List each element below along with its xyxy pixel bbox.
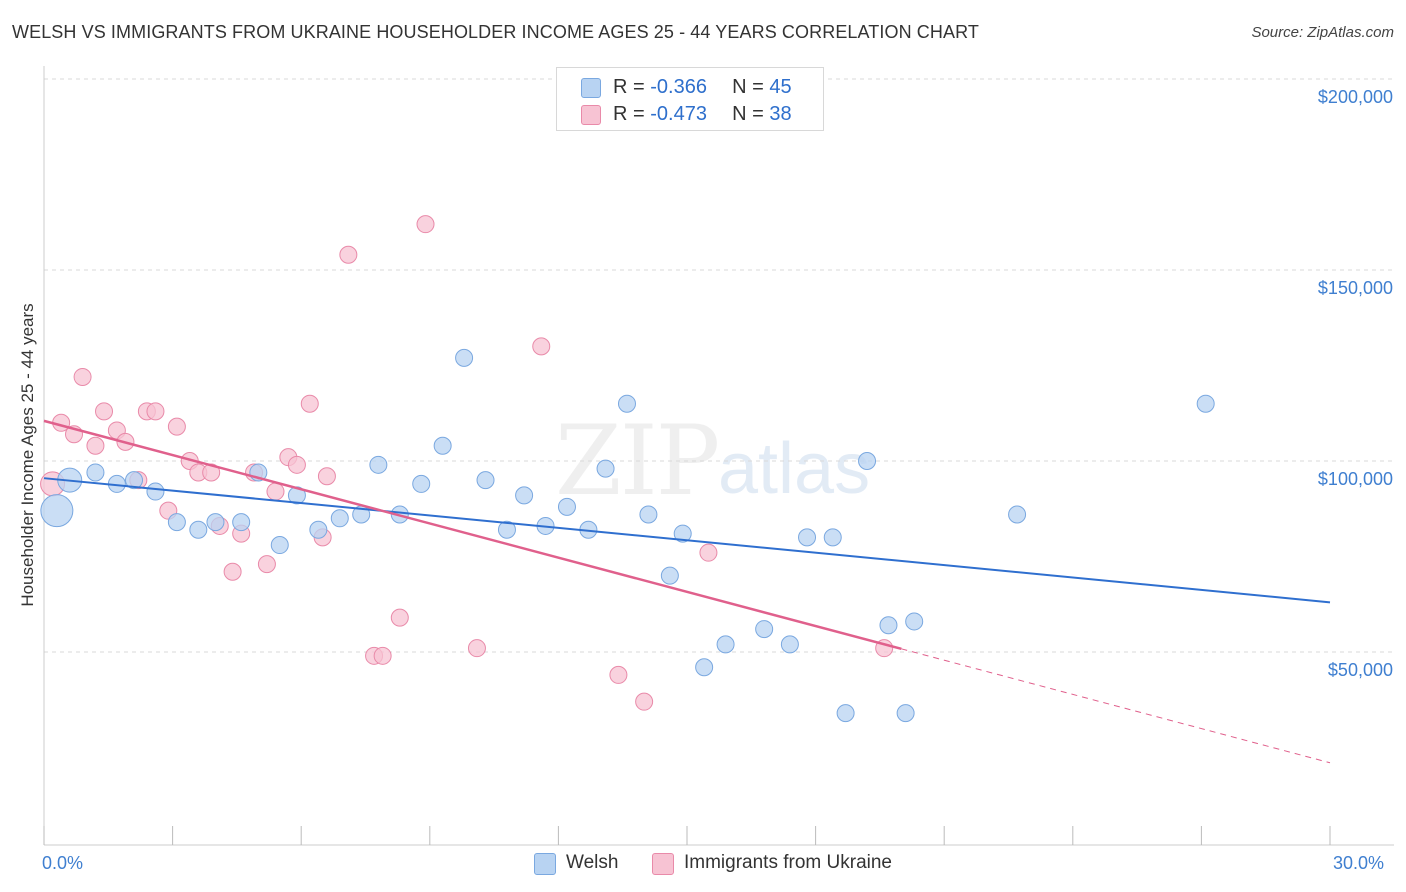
y-axis-title: Householder Income Ages 25 - 44 years <box>18 303 37 607</box>
ukraine-point-32 <box>467 639 486 658</box>
welsh-point-35 <box>780 635 799 654</box>
ukraine-trend-line-extension <box>901 648 1331 764</box>
welsh-point-30 <box>660 566 679 585</box>
welsh-point-16 <box>369 455 388 474</box>
ukraine-point-5 <box>95 402 114 421</box>
welsh-point-39 <box>858 452 877 470</box>
welsh-point-28 <box>617 394 636 413</box>
welsh-point-42 <box>905 612 924 631</box>
welsh-trend-line <box>43 477 1331 604</box>
welsh-point-44 <box>1196 394 1215 413</box>
welsh-point-29 <box>639 505 658 524</box>
ukraine-n-label: N = <box>732 103 770 125</box>
x-tick-label-max: 30.0% <box>1333 853 1385 873</box>
ukraine-point-29 <box>373 646 392 665</box>
welsh-point-20 <box>455 348 474 367</box>
welsh-r-label: R = <box>613 76 651 98</box>
welsh-point-25 <box>557 497 576 516</box>
welsh-point-8 <box>206 513 225 532</box>
welsh-point-33 <box>716 635 735 654</box>
ukraine-swatch <box>581 105 601 125</box>
ukraine-point-12 <box>167 417 186 436</box>
ukraine-point-10 <box>146 402 165 421</box>
welsh-point-9 <box>232 513 251 532</box>
ukraine-point-17 <box>223 562 242 581</box>
ukraine-point-15 <box>202 463 221 482</box>
ukraine-r-label: R = <box>613 103 651 125</box>
y-tick-label-50000: $50,000 <box>1327 660 1393 680</box>
welsh-point-0 <box>40 494 74 528</box>
welsh-point-19 <box>433 436 452 455</box>
welsh-point-7 <box>189 520 208 539</box>
welsh-point-6 <box>167 513 186 532</box>
ukraine-legend-swatch <box>652 853 674 875</box>
welsh-point-38 <box>836 704 855 723</box>
ukraine-n-value: 38 <box>769 103 792 125</box>
welsh-point-2 <box>86 463 105 482</box>
welsh-point-23 <box>515 486 534 505</box>
ukraine-point-36 <box>699 543 718 562</box>
ukraine-point-3 <box>73 367 92 386</box>
welsh-point-5 <box>146 482 165 501</box>
welsh-legend-swatch <box>534 853 556 875</box>
correlation-legend: R = -0.366 N = 45 R = -0.473 N = 38 <box>556 67 824 131</box>
welsh-point-21 <box>476 471 495 490</box>
chart-title: WELSH VS IMMIGRANTS FROM UKRAINE HOUSEHO… <box>12 22 979 42</box>
ukraine-point-26 <box>317 467 336 486</box>
y-tick-label-150000: $150,000 <box>1317 278 1393 298</box>
ukraine-point-24 <box>300 394 319 413</box>
welsh-point-32 <box>695 658 714 677</box>
welsh-point-40 <box>879 616 898 635</box>
watermark-atlas: atlas <box>718 429 871 509</box>
ukraine-point-20 <box>257 555 276 574</box>
welsh-point-27 <box>596 459 615 478</box>
welsh-point-41 <box>896 704 915 723</box>
ukraine-point-34 <box>609 665 628 684</box>
ukraine-r-value: -0.473 <box>650 103 707 125</box>
welsh-point-31 <box>673 524 692 543</box>
welsh-point-37 <box>823 528 842 547</box>
welsh-point-11 <box>270 536 289 555</box>
welsh-point-43 <box>1008 505 1027 524</box>
ukraine-point-30 <box>390 608 409 627</box>
welsh-n-label: N = <box>732 76 770 98</box>
ukraine-point-23 <box>287 455 306 474</box>
ukraine-point-33 <box>532 337 551 356</box>
ukraine-point-4 <box>86 436 105 455</box>
welsh-point-4 <box>125 471 144 490</box>
ukraine-point-21 <box>266 482 285 501</box>
ukraine-point-35 <box>635 692 654 711</box>
welsh-swatch <box>581 78 601 98</box>
y-tick-label-100000: $100,000 <box>1317 469 1393 489</box>
y-tick-label-200000: $200,000 <box>1317 87 1393 107</box>
source-label: Source: ZipAtlas.com <box>1251 24 1394 41</box>
welsh-point-13 <box>309 520 328 539</box>
welsh-point-22 <box>497 520 516 539</box>
welsh-r-value: -0.366 <box>650 76 707 98</box>
welsh-point-36 <box>798 528 817 547</box>
welsh-point-34 <box>755 620 774 639</box>
welsh-legend-label: Welsh <box>566 852 619 873</box>
x-tick-label-min: 0.0% <box>42 853 84 873</box>
ukraine-legend-label: Immigrants from Ukraine <box>684 852 892 873</box>
welsh-point-18 <box>412 474 431 493</box>
ukraine-point-27 <box>339 245 358 264</box>
welsh-point-14 <box>330 509 349 528</box>
ukraine-point-31 <box>416 215 435 234</box>
ukraine-trend-line <box>43 419 902 651</box>
welsh-n-value: 45 <box>769 76 792 98</box>
